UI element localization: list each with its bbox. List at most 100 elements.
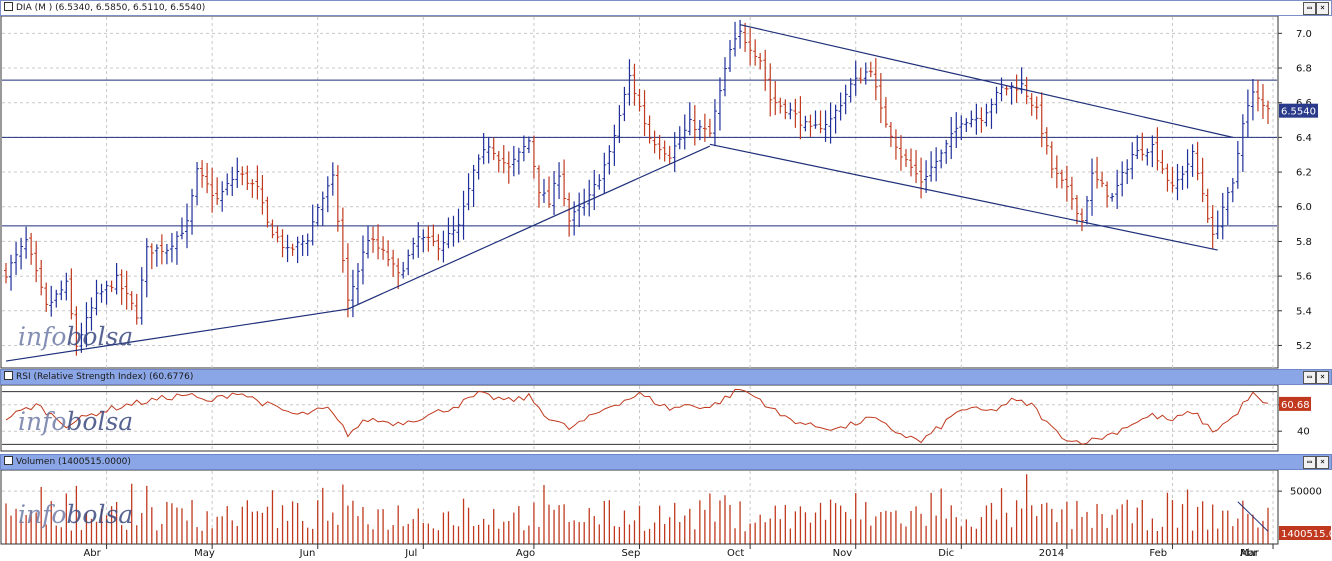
ohlc-bar	[260, 175, 265, 215]
close-button[interactable]: ×	[1316, 2, 1329, 15]
price-tick-label: 6.4	[1296, 133, 1312, 144]
rsi-panel-title: RSI (Relative Strength Index) (60.6776)	[16, 372, 194, 382]
ohlc-bar	[733, 21, 738, 57]
ohlc-bar	[195, 162, 200, 206]
watermark-text-b: bolsa	[66, 407, 134, 436]
ohlc-bar	[602, 152, 607, 195]
ohlc-bar	[129, 291, 134, 311]
ohlc-bar	[255, 165, 260, 200]
ohlc-bar	[456, 208, 461, 243]
ohlc-bar	[79, 322, 84, 353]
ohlc-bar	[1115, 169, 1120, 209]
rsi-panel: RSI (Relative Strength Index) (60.6776) …	[0, 369, 1332, 452]
ohlc-bar	[743, 22, 748, 52]
ohlc-bar	[557, 162, 562, 200]
panel-icon	[4, 371, 13, 380]
last-price-badge: 6.5540	[1281, 107, 1316, 118]
panel-icon	[4, 456, 13, 465]
minimize-button[interactable]: ▭	[1303, 371, 1316, 384]
ohlc-bar	[838, 92, 843, 121]
ohlc-bar	[9, 254, 14, 291]
price-tick-label: 5.2	[1296, 341, 1312, 352]
ohlc-bar	[119, 269, 124, 305]
close-button[interactable]: ×	[1316, 371, 1329, 384]
ohlc-bar	[617, 105, 622, 144]
ohlc-bar	[687, 102, 692, 136]
ohlc-bar	[994, 86, 999, 114]
ohlc-bar	[416, 222, 421, 258]
minimize-button[interactable]: ▭	[1303, 456, 1316, 469]
ohlc-bar	[1240, 114, 1245, 173]
ohlc-bar	[225, 173, 230, 196]
ohlc-bar	[979, 107, 984, 133]
ohlc-bar	[1170, 166, 1175, 193]
ohlc-bar	[49, 285, 54, 317]
month-label: Abr	[83, 548, 101, 559]
ohlc-bar	[843, 84, 848, 115]
ohlc-bar	[547, 176, 552, 208]
ohlc-bar	[1215, 210, 1220, 240]
ohlc-bar	[632, 63, 637, 106]
ohlc-bar	[934, 147, 939, 182]
price-tick-label: 5.8	[1296, 237, 1312, 248]
price-watermark: infobolsa	[18, 322, 133, 351]
ohlc-bar	[355, 263, 360, 305]
ohlc-bar	[174, 231, 179, 265]
ohlc-bar	[345, 243, 350, 318]
ohlc-bar	[220, 181, 225, 212]
ohlc-bar	[124, 270, 129, 310]
ohlc-bar	[250, 179, 255, 198]
trend-line	[5, 308, 348, 362]
ohlc-bar	[340, 207, 345, 273]
ohlc-bar	[627, 59, 632, 106]
ohlc-bar	[1105, 181, 1110, 208]
ohlc-bar	[114, 263, 119, 295]
ohlc-bar	[59, 280, 64, 301]
ohlc-bar	[159, 234, 164, 265]
price-tick-label: 6.0	[1296, 202, 1312, 213]
watermark-text-b: bolsa	[66, 322, 134, 351]
ohlc-bar	[330, 162, 335, 196]
ohlc-bar	[1230, 177, 1235, 203]
ohlc-bar	[914, 150, 919, 183]
ohlc-bar	[320, 191, 325, 226]
ohlc-bar	[1044, 127, 1049, 155]
close-button[interactable]: ×	[1316, 456, 1329, 469]
ohlc-bar	[858, 67, 863, 84]
ohlc-bar	[974, 103, 979, 135]
price-tick-label: 6.8	[1296, 64, 1312, 75]
ohlc-bar	[647, 115, 652, 144]
trend-line	[709, 143, 1218, 251]
price-panel-title: DIA (M ) (6.5340, 6.5850, 6.5110, 6.5540…	[16, 3, 206, 13]
ohlc-bar	[1049, 141, 1054, 179]
minimize-button[interactable]: ▭	[1303, 2, 1316, 15]
ohlc-bar	[99, 283, 104, 303]
ohlc-bar	[310, 204, 315, 246]
ohlc-bar	[210, 167, 215, 213]
ohlc-bar	[270, 219, 275, 239]
ohlc-bar	[607, 145, 612, 175]
rsi-watermark: infobolsa	[18, 407, 133, 436]
price-panel-titlebar: DIA (M ) (6.5340, 6.5850, 6.5110, 6.5540…	[0, 0, 1332, 16]
ohlc-bar	[577, 192, 582, 228]
last-volume-badge-bg	[1279, 526, 1331, 540]
ohlc-bar	[139, 267, 144, 325]
ohlc-bar	[381, 236, 386, 260]
ohlc-bar	[944, 139, 949, 164]
ohlc-bar	[783, 99, 788, 120]
ohlc-bar	[396, 258, 401, 290]
ohlc-bar	[19, 237, 24, 270]
ohlc-bar	[592, 169, 597, 211]
ohlc-bar	[828, 102, 833, 144]
ohlc-bar	[808, 114, 813, 137]
ohlc-bar	[929, 151, 934, 182]
ohlc-bar	[939, 149, 944, 169]
ohlc-bar	[421, 229, 426, 253]
ohlc-bar	[823, 110, 828, 142]
ohlc-bar	[446, 217, 451, 249]
ohlc-bar	[909, 148, 914, 177]
ohlc-bar	[587, 179, 592, 217]
ohlc-bar	[562, 159, 567, 207]
ohlc-bar	[818, 110, 823, 134]
price-panel: DIA (M ) (6.5340, 6.5850, 6.5110, 6.5540…	[0, 0, 1332, 369]
